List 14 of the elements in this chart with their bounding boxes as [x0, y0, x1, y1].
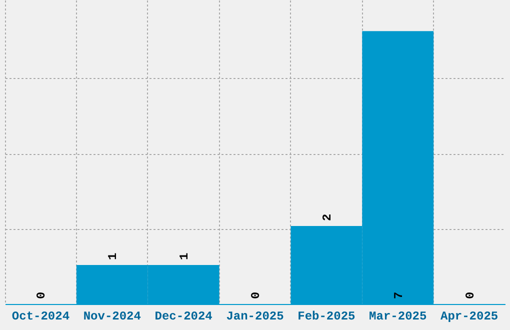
- data-label: 0: [34, 292, 49, 299]
- data-label: 1: [106, 252, 120, 260]
- x-tick-label: Jan-2025: [226, 310, 284, 324]
- data-label: 2: [320, 214, 334, 222]
- data-label: 0: [249, 292, 263, 299]
- x-tick-label: Nov-2024: [83, 310, 141, 324]
- x-tick-label: Apr-2025: [440, 310, 498, 324]
- data-label: 0: [463, 292, 478, 299]
- data-label: 7: [392, 292, 406, 299]
- x-tick-label: Mar-2025: [369, 310, 427, 324]
- x-tick-label: Dec-2024: [154, 310, 212, 324]
- x-tick-label: Feb-2025: [298, 310, 356, 324]
- x-tick-label: Oct-2024: [12, 310, 70, 324]
- data-label: 1: [178, 252, 192, 260]
